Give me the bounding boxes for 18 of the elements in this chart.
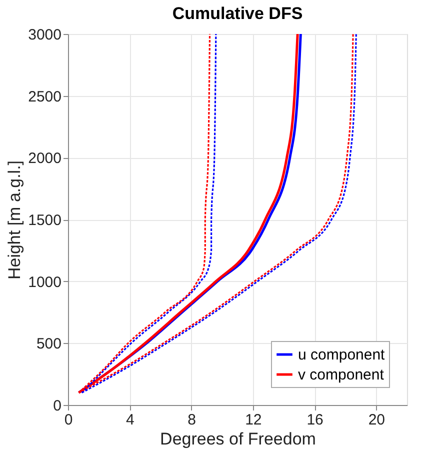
legend-label: v component: [298, 366, 385, 384]
y-axis-title: Height [m a.g.l.]: [5, 160, 24, 280]
x-tick-label: 4: [126, 412, 134, 428]
y-tick-label: 2000: [28, 150, 62, 168]
y-tick-label: 2500: [28, 88, 62, 106]
legend-label: u component: [298, 346, 386, 364]
x-axis-title: Degrees of Freedom: [160, 430, 316, 448]
y-tick-label: 0: [53, 398, 62, 414]
x-tick-label: 8: [188, 412, 196, 428]
y-tick-label: 3000: [28, 26, 62, 44]
y-tick-label: 500: [36, 336, 62, 353]
chart-title: Cumulative DFS: [172, 4, 303, 23]
x-tick-label: 12: [245, 412, 262, 428]
y-tick-label: 1500: [28, 212, 62, 229]
y-tick-label: 1000: [28, 274, 62, 291]
x-tick-label: 0: [64, 412, 73, 428]
x-tick-label: 16: [306, 412, 324, 428]
x-tick-label: 20: [368, 412, 386, 428]
